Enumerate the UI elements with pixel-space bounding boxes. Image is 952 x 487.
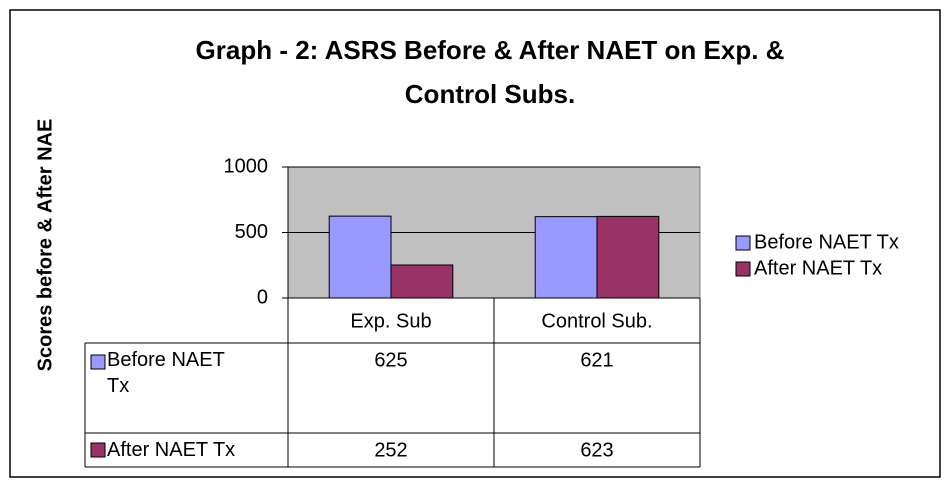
chart-title: Graph - 2: ASRS Before & After NAET on E… — [196, 35, 785, 65]
legend-key — [90, 442, 106, 458]
legend-key — [735, 235, 751, 251]
table-row-label-box: After NAET Tx — [107, 439, 236, 461]
y-tick-label: 0 — [257, 286, 268, 308]
y-axis-label: Scores before & After NAE — [34, 119, 56, 372]
bar — [390, 264, 454, 299]
table-row-label: Before NAET Tx — [107, 349, 225, 397]
y-tick-label: 500 — [235, 221, 268, 243]
table-value: 625 — [374, 349, 407, 371]
y-tick-label: 1000 — [224, 155, 269, 177]
table-row-label-box: Before NAET Tx — [107, 349, 225, 397]
legend-label: After NAET Tx — [754, 257, 882, 279]
legend-label: Before NAET Tx — [754, 231, 899, 253]
bar — [328, 215, 392, 299]
x-tick-label: Control Sub. — [541, 310, 652, 332]
x-tick-label: Exp. Sub — [350, 310, 431, 332]
table-value: 623 — [580, 439, 613, 461]
legend-key — [90, 354, 106, 370]
table-value: 621 — [580, 349, 613, 371]
table-row-label: After NAET Tx — [107, 439, 236, 461]
legend-key — [735, 261, 751, 277]
bar — [596, 215, 660, 299]
bar — [534, 216, 598, 299]
chart-title: Control Subs. — [405, 79, 575, 109]
table-value: 252 — [374, 439, 407, 461]
